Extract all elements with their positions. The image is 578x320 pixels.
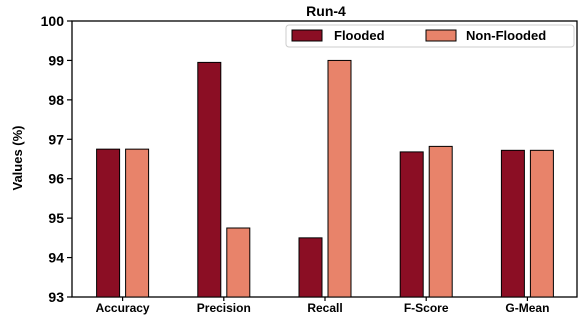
x-tick-label: Recall	[307, 301, 342, 315]
x-tick-label: Precision	[197, 301, 251, 315]
y-axis-label: Values (%)	[10, 125, 25, 190]
y-tick-label: 96	[48, 171, 64, 187]
bar	[298, 237, 323, 298]
y-tick-label: 98	[48, 92, 64, 108]
x-tick-label: F-Score	[404, 301, 449, 315]
bar	[226, 227, 251, 298]
legend-label: Flooded	[334, 28, 385, 43]
bar	[529, 149, 554, 298]
y-tick-label: 94	[48, 250, 64, 266]
bar	[96, 148, 121, 298]
y-tick-label: 100	[41, 13, 65, 29]
legend-swatch	[291, 29, 323, 42]
x-tick-label: G-Mean	[505, 301, 549, 315]
chart-title: Run-4	[306, 3, 346, 19]
bar	[399, 151, 424, 298]
bar	[197, 61, 222, 298]
legend: Flooded Non-Flooded	[285, 24, 575, 48]
bar	[327, 59, 352, 298]
legend-label: Non-Flooded	[466, 28, 546, 43]
bar	[125, 148, 150, 298]
x-tick-label: Accuracy	[96, 301, 150, 315]
y-tick-label: 93	[48, 289, 64, 305]
bar	[428, 145, 453, 298]
legend-swatch	[425, 29, 457, 42]
y-tick-label: 97	[48, 131, 64, 147]
y-tick-label: 95	[48, 210, 64, 226]
plot-area: 93 94 95 96 97 98 99 100 Accuracy Precision Recall…	[41, 13, 578, 315]
bar	[500, 149, 525, 298]
y-tick-label: 99	[48, 52, 64, 68]
